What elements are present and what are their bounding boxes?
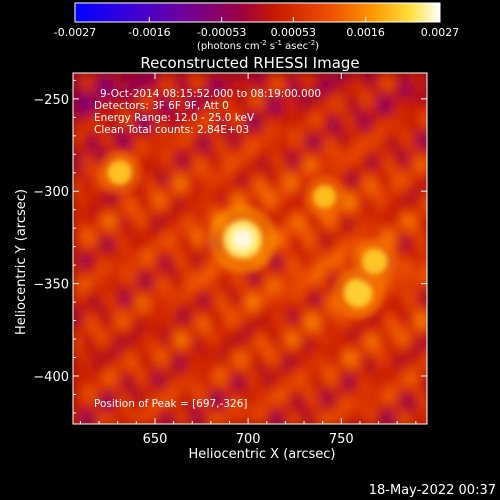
timestamp: 18-May-2022 00:37	[369, 483, 496, 498]
colorbar-tick-label: -0.00053	[197, 26, 246, 39]
axis-ticks: 650 700 750 −250 −300 −350 −400	[33, 73, 427, 447]
bright-source	[312, 184, 337, 209]
bright-source	[361, 248, 388, 275]
annotation-time-range: 9-Oct-2014 08:15:52.000 to 08:19:00.000	[100, 88, 321, 100]
colorbar-ticks: -0.0027 -0.0016 -0.00053 0.00053 0.0016 0.002…	[54, 17, 459, 39]
bright-source	[343, 278, 373, 308]
y-tick-label: −350	[33, 278, 69, 293]
x-tick-label: 700	[236, 432, 261, 447]
y-tick-label: −400	[33, 370, 69, 385]
annotation-block: 9-Oct-2014 08:15:52.000 to 08:19:00.000 …	[94, 88, 321, 136]
colorbar	[74, 2, 441, 23]
colorbar-tick-label: 0.0027	[421, 26, 460, 39]
bright-source	[107, 160, 132, 186]
colorbar-unit: (photons cm-2 s-1 asec-2)	[197, 39, 319, 52]
y-tick-label: −300	[33, 185, 69, 200]
annotation-energy-range: Energy Range: 12.0 - 25.0 keV	[94, 112, 255, 124]
peak-core	[232, 228, 253, 250]
x-tick-label: 650	[143, 432, 168, 447]
x-tick-label: 750	[329, 432, 354, 447]
y-axis-label: Heliocentric Y (arcsec)	[14, 189, 29, 335]
image-heatmap	[73, 73, 427, 424]
annotation-detectors: Detectors: 3F 6F 9F, Att 0	[94, 100, 229, 112]
colorbar-tick-label: -0.0027	[54, 26, 96, 39]
y-tick-label: −250	[33, 93, 69, 108]
colorbar-tick-label: 0.0016	[346, 26, 385, 39]
colorbar-tick-label: -0.0016	[128, 26, 170, 39]
peak-position-label: Position of Peak = [697,-326]	[94, 398, 248, 410]
x-axis-label: Heliocentric X (arcsec)	[189, 447, 336, 462]
annotation-clean-counts: Clean Total counts: 2.84E+03	[94, 124, 249, 136]
plot-frame	[72, 72, 428, 425]
chart-title: Reconstructed RHESSI Image	[140, 54, 359, 72]
colorbar-tick-label: 0.00053	[271, 26, 317, 39]
